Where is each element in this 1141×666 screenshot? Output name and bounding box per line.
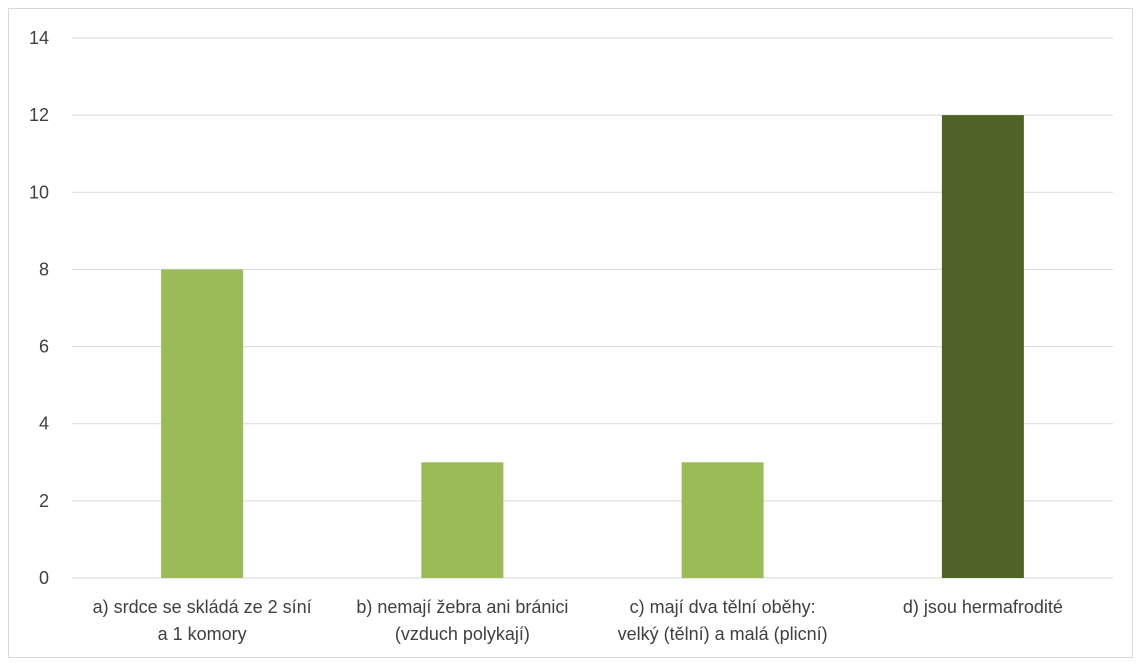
x-category-label-line: a 1 komory bbox=[158, 624, 247, 644]
y-axis-tick-labels: 0 2 4 6 8 10 12 14 bbox=[29, 28, 49, 588]
bar bbox=[421, 462, 504, 578]
y-tick-label: 4 bbox=[39, 414, 49, 434]
y-tick-label: 6 bbox=[39, 337, 49, 357]
bars bbox=[161, 115, 1024, 579]
y-tick-label: 14 bbox=[29, 28, 49, 48]
x-category-label: c) mají dva tělní oběhy: velký (tělní) a … bbox=[618, 597, 828, 644]
y-tick-label: 12 bbox=[29, 105, 49, 125]
y-tick-label: 8 bbox=[39, 259, 49, 279]
x-category-label-line: a) srdce se skládá ze 2 síní bbox=[93, 597, 312, 617]
x-category-label-line: (vzduch polykají) bbox=[395, 624, 530, 644]
gridlines bbox=[72, 37, 1113, 579]
x-category-label-line: b) nemají žebra ani bránici bbox=[356, 597, 568, 617]
x-category-label: b) nemají žebra ani bránici (vzduch polyk… bbox=[356, 597, 568, 644]
x-category-label-line: d) jsou hermafrodité bbox=[903, 597, 1063, 617]
x-axis-category-labels: a) srdce se skládá ze 2 síní a 1 komory b)… bbox=[93, 597, 1063, 644]
y-tick-label: 2 bbox=[39, 491, 49, 511]
bar bbox=[161, 269, 244, 578]
x-category-label-line: velký (tělní) a malá (plicní) bbox=[618, 624, 828, 644]
bar bbox=[681, 462, 764, 578]
x-category-label: a) srdce se skládá ze 2 síní a 1 komory bbox=[93, 597, 312, 644]
bar bbox=[941, 115, 1024, 579]
y-tick-label: 10 bbox=[29, 182, 49, 202]
x-category-label: d) jsou hermafrodité bbox=[903, 597, 1063, 617]
y-tick-label: 0 bbox=[39, 568, 49, 588]
x-category-label-line: c) mají dva tělní oběhy: bbox=[630, 597, 816, 617]
